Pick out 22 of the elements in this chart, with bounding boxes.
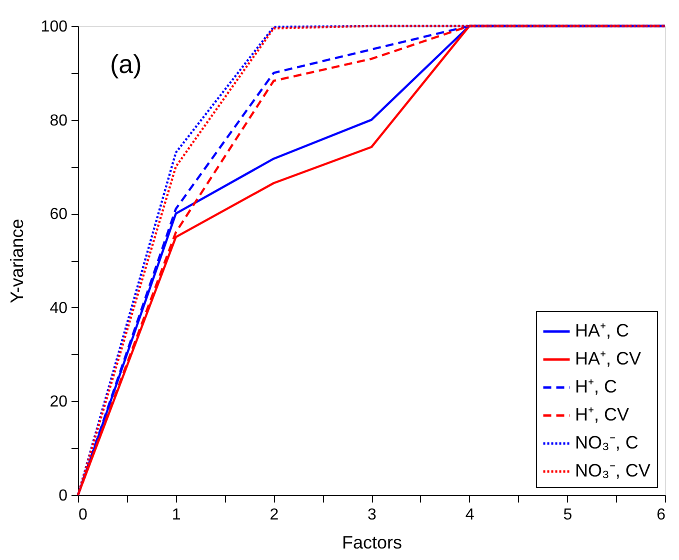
y-tick-label: 60 <box>50 206 68 224</box>
y-tick-label: 0 <box>58 488 68 504</box>
x-axis-title: Factors <box>342 532 402 552</box>
y-tick-label: 20 <box>50 394 68 411</box>
legend-label: NO₃⁻, C <box>575 432 638 452</box>
y-tick-label: 40 <box>50 300 68 317</box>
x-tick-label: 1 <box>172 506 181 524</box>
x-tick-label: 6 <box>656 506 666 524</box>
y-tick-label: 100 <box>40 18 68 36</box>
legend-label: NO₃⁻, CV <box>575 460 650 480</box>
legend-label: H⁺, C <box>575 376 617 396</box>
y-tick-label: 80 <box>50 112 68 130</box>
x-tick-label: 0 <box>78 506 88 524</box>
legend-label: HA⁺, C <box>575 320 630 340</box>
y-axis-title: Y-variance <box>6 218 27 304</box>
x-tick-label: 2 <box>270 506 279 524</box>
legend-label: HA⁺, CV <box>575 348 642 368</box>
legend-label: H⁺, CV <box>575 404 630 424</box>
x-tick-label: 5 <box>563 506 572 524</box>
x-tick-label: 4 <box>465 506 474 524</box>
x-tick-label: 3 <box>368 506 377 524</box>
annotation: (a) <box>110 49 142 79</box>
